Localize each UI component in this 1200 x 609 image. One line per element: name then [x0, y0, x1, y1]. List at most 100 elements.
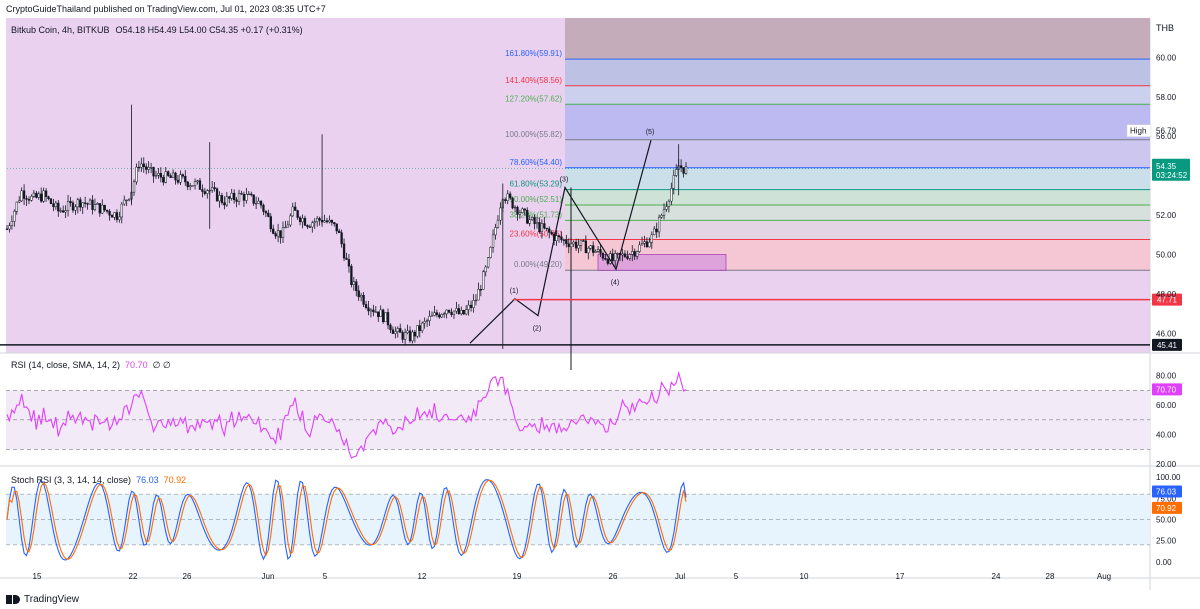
candle-body [171, 172, 175, 178]
price-tick-label: 46.00 [1156, 329, 1177, 338]
candle-body [223, 202, 226, 206]
candle-body [64, 210, 67, 213]
candle-body [479, 289, 482, 291]
time-tick-label: 28 [1046, 572, 1055, 581]
tradingview-brand[interactable]: TradingView [6, 594, 79, 605]
fib-zone [565, 167, 1150, 190]
candle-body [416, 325, 419, 337]
fib-label: 38.20%(51.73) [510, 210, 563, 219]
candle-body [32, 192, 36, 197]
candle-body [79, 199, 82, 208]
candle-body [335, 223, 338, 232]
candle-body [157, 173, 160, 176]
candle-body [145, 166, 148, 170]
candle-body [311, 222, 314, 228]
candle-body [445, 309, 448, 314]
candle-body [13, 210, 16, 222]
candle-body [250, 193, 253, 196]
current-price-label: 54.35 [1156, 162, 1177, 171]
candle-body [435, 312, 439, 316]
candle-body [513, 206, 517, 209]
candle-body [30, 196, 33, 201]
candle-body [98, 203, 101, 214]
candle-body [254, 203, 258, 205]
candle-body [631, 251, 634, 255]
candle-body [81, 202, 84, 208]
stoch-tick-label: 75.00 [1156, 494, 1177, 503]
candle-body [521, 208, 524, 213]
candle-body [423, 321, 426, 324]
candle-body [289, 215, 292, 226]
fib-label: 100.00%(55.82) [505, 130, 562, 139]
fib-zone [565, 189, 1150, 206]
candle-body [562, 239, 566, 241]
candle-body [47, 196, 50, 199]
candle-body [447, 309, 451, 313]
candle-body [579, 240, 583, 246]
candle-body [592, 245, 595, 253]
candle-body [557, 235, 561, 238]
candle-body [91, 199, 94, 210]
time-tick-label: Jul [675, 572, 685, 581]
candle-body [237, 193, 241, 202]
candle-body [389, 324, 392, 331]
candle-body [548, 228, 551, 233]
candle-body [352, 281, 355, 285]
currency-label: THB [1156, 23, 1174, 33]
wave-label: (4) [611, 279, 620, 286]
candle-body [308, 226, 312, 228]
candle-body [660, 215, 663, 218]
candle-body [213, 187, 216, 190]
candle-body [567, 243, 570, 248]
candle-body [96, 203, 99, 205]
candle-body [452, 310, 456, 315]
candle-body [215, 188, 219, 202]
fib-zone [565, 104, 1150, 140]
stoch-d-line [6, 479, 687, 560]
stoch-value-tag [1152, 485, 1182, 498]
candle-body [137, 166, 141, 169]
time-tick-label: 17 [896, 572, 905, 581]
wave-label: (5) [646, 129, 655, 136]
candle-body [450, 312, 453, 315]
candle-body [628, 254, 631, 259]
candle-body [467, 304, 470, 310]
candle-body [125, 199, 128, 202]
time-tick-label: 10 [800, 572, 809, 581]
candle-body [40, 193, 43, 202]
candle-body [640, 243, 644, 246]
price-tick-label: 52.00 [1156, 211, 1177, 220]
level-tag [1152, 293, 1182, 306]
candle-body [367, 307, 370, 312]
candle-body [428, 315, 431, 321]
candle-body [338, 230, 341, 233]
candle-body [113, 212, 116, 218]
fibonacci-zones [565, 18, 1150, 271]
candle-body [115, 212, 119, 220]
candle-body [228, 196, 231, 199]
candle-body [516, 206, 519, 215]
candle-body [472, 300, 475, 308]
candle-body [648, 242, 651, 248]
chart-canvas[interactable]: 0.00%(49.20)23.60%(50.76)38.20%(51.73)50… [0, 18, 1200, 591]
candle-body [491, 234, 495, 248]
horizontal-levels: 45.41 47.71 [0, 293, 1182, 351]
fib-zone [565, 220, 1150, 240]
candle-body [555, 235, 558, 241]
candle-body [49, 198, 53, 204]
candle-body [301, 217, 304, 223]
candle-body [577, 245, 580, 249]
fib-label: 78.60%(54.40) [510, 158, 563, 167]
candle-body [518, 212, 522, 215]
candle-body [655, 228, 658, 233]
candle-body [103, 204, 106, 211]
candle-body [638, 244, 641, 252]
candle-body [269, 216, 272, 230]
high-label: High [1130, 127, 1146, 136]
rsi-tick-label: 40.00 [1156, 431, 1177, 440]
candle-body [279, 230, 282, 239]
candle-body [679, 165, 683, 168]
tradingview-logo-icon [6, 595, 20, 604]
candle-body [623, 253, 627, 257]
candle-body [474, 299, 478, 302]
